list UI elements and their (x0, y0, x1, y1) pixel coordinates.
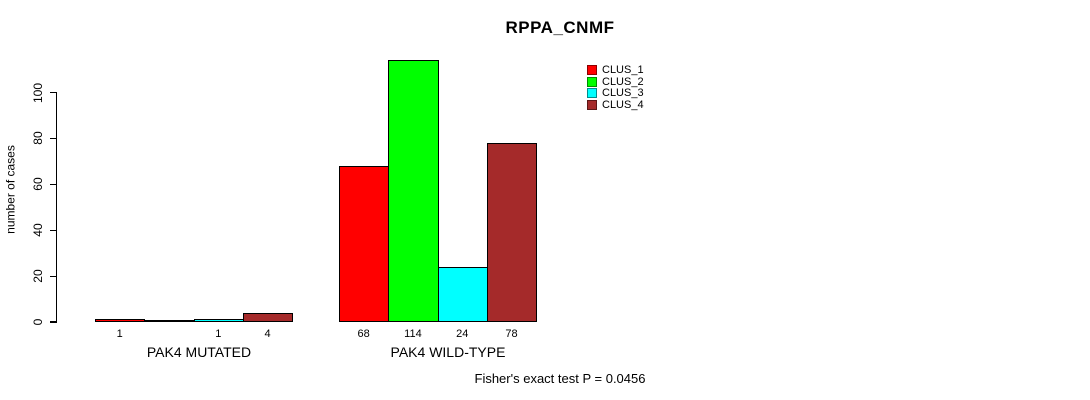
legend-label: CLUS_1 (602, 64, 644, 76)
chart-title: RPPA_CNMF (505, 18, 615, 37)
y-axis-tick-label: 80 (31, 131, 45, 146)
x-axis-group-label: PAK4 WILD-TYPE (390, 344, 506, 360)
y-axis-line (56, 92, 58, 322)
y-axis-tick-label: 60 (31, 177, 45, 191)
bar-value-label: 78 (505, 328, 518, 340)
bar-clus_4-pak4-wild-type (486, 142, 538, 322)
y-axis-tick-label: 100 (31, 82, 45, 103)
y-axis-label: number of cases (3, 145, 18, 234)
legend-item-clus_4: CLUS_4 (587, 99, 644, 112)
y-axis-tick (50, 137, 57, 140)
y-axis-tick-label: 40 (31, 223, 45, 237)
bar-value-label: 1 (116, 328, 123, 340)
legend-item-clus_1: CLUS_1 (587, 64, 644, 76)
bar-clus_1-pak4-wild-type (339, 165, 390, 322)
legend-label: CLUS_4 (602, 99, 644, 112)
y-axis-tick-label: 20 (31, 269, 45, 283)
bar-clus_3-pak4-wild-type (437, 266, 488, 322)
legend: CLUS_1 CLUS_2 CLUS_3 CLUS_4 (587, 64, 644, 112)
y-axis-tick (50, 183, 57, 185)
bar-clus_2-pak4-wild-type (388, 60, 439, 322)
bar-value-label: 1 (215, 328, 222, 340)
bar-value-label: 68 (357, 328, 370, 340)
bar-value-label: 4 (264, 328, 271, 340)
bar-value-label: 24 (456, 328, 469, 340)
bar-clus_3-pak4-mutated (193, 319, 244, 322)
legend-swatch-icon (587, 88, 597, 99)
legend-swatch-icon (587, 65, 597, 75)
legend-swatch-icon (587, 76, 597, 87)
bar-value-label: 114 (404, 328, 422, 340)
legend-swatch-icon (587, 100, 597, 111)
legend-item-clus_2: CLUS_2 (587, 75, 644, 88)
y-axis-tick (50, 229, 57, 231)
y-axis-tick-label: 0 (31, 318, 45, 326)
y-axis-tick (50, 275, 57, 277)
legend-item-clus_3: CLUS_3 (587, 87, 644, 100)
fisher-test-annotation: Fisher's exact test P = 0.0456 (474, 371, 646, 386)
bar-clus_4-pak4-mutated (242, 312, 294, 322)
bar-clus_2-pak4-mutated (144, 320, 195, 322)
x-axis-group-label: PAK4 MUTATED (146, 344, 252, 360)
legend-label: CLUS_2 (602, 75, 644, 88)
y-axis-tick (50, 91, 57, 94)
legend-label: CLUS_3 (602, 87, 644, 100)
y-axis-tick (50, 321, 57, 323)
bar-clus_1-pak4-mutated (95, 319, 146, 322)
